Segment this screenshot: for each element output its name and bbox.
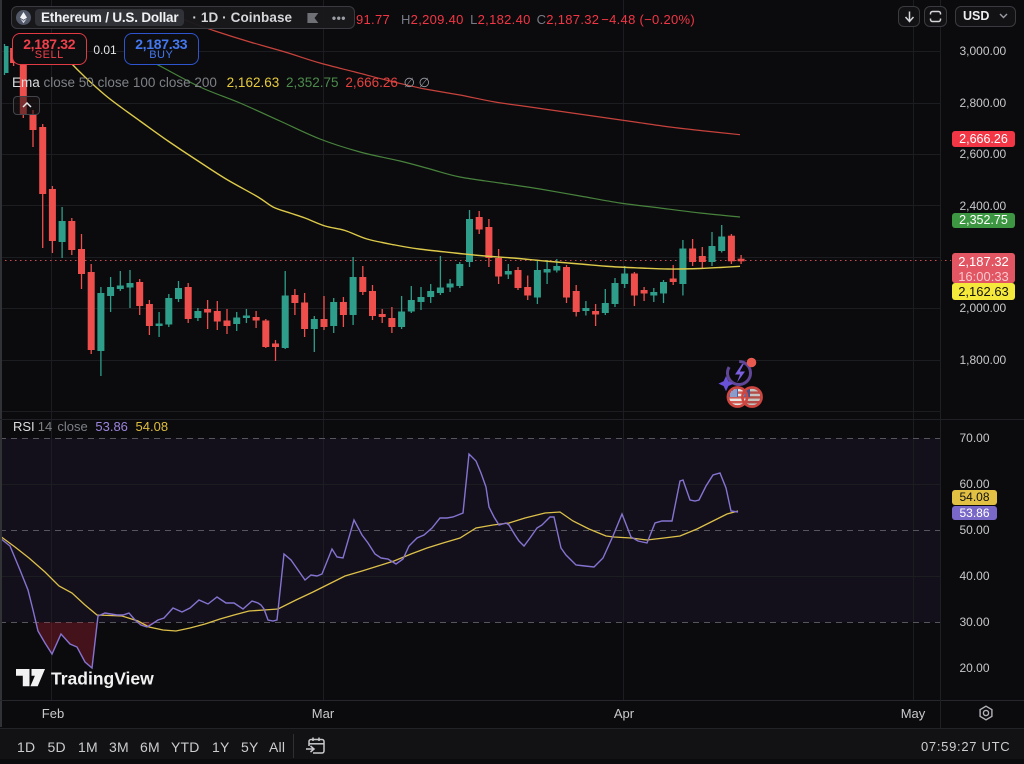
svg-text:TradingView: TradingView <box>51 669 154 689</box>
